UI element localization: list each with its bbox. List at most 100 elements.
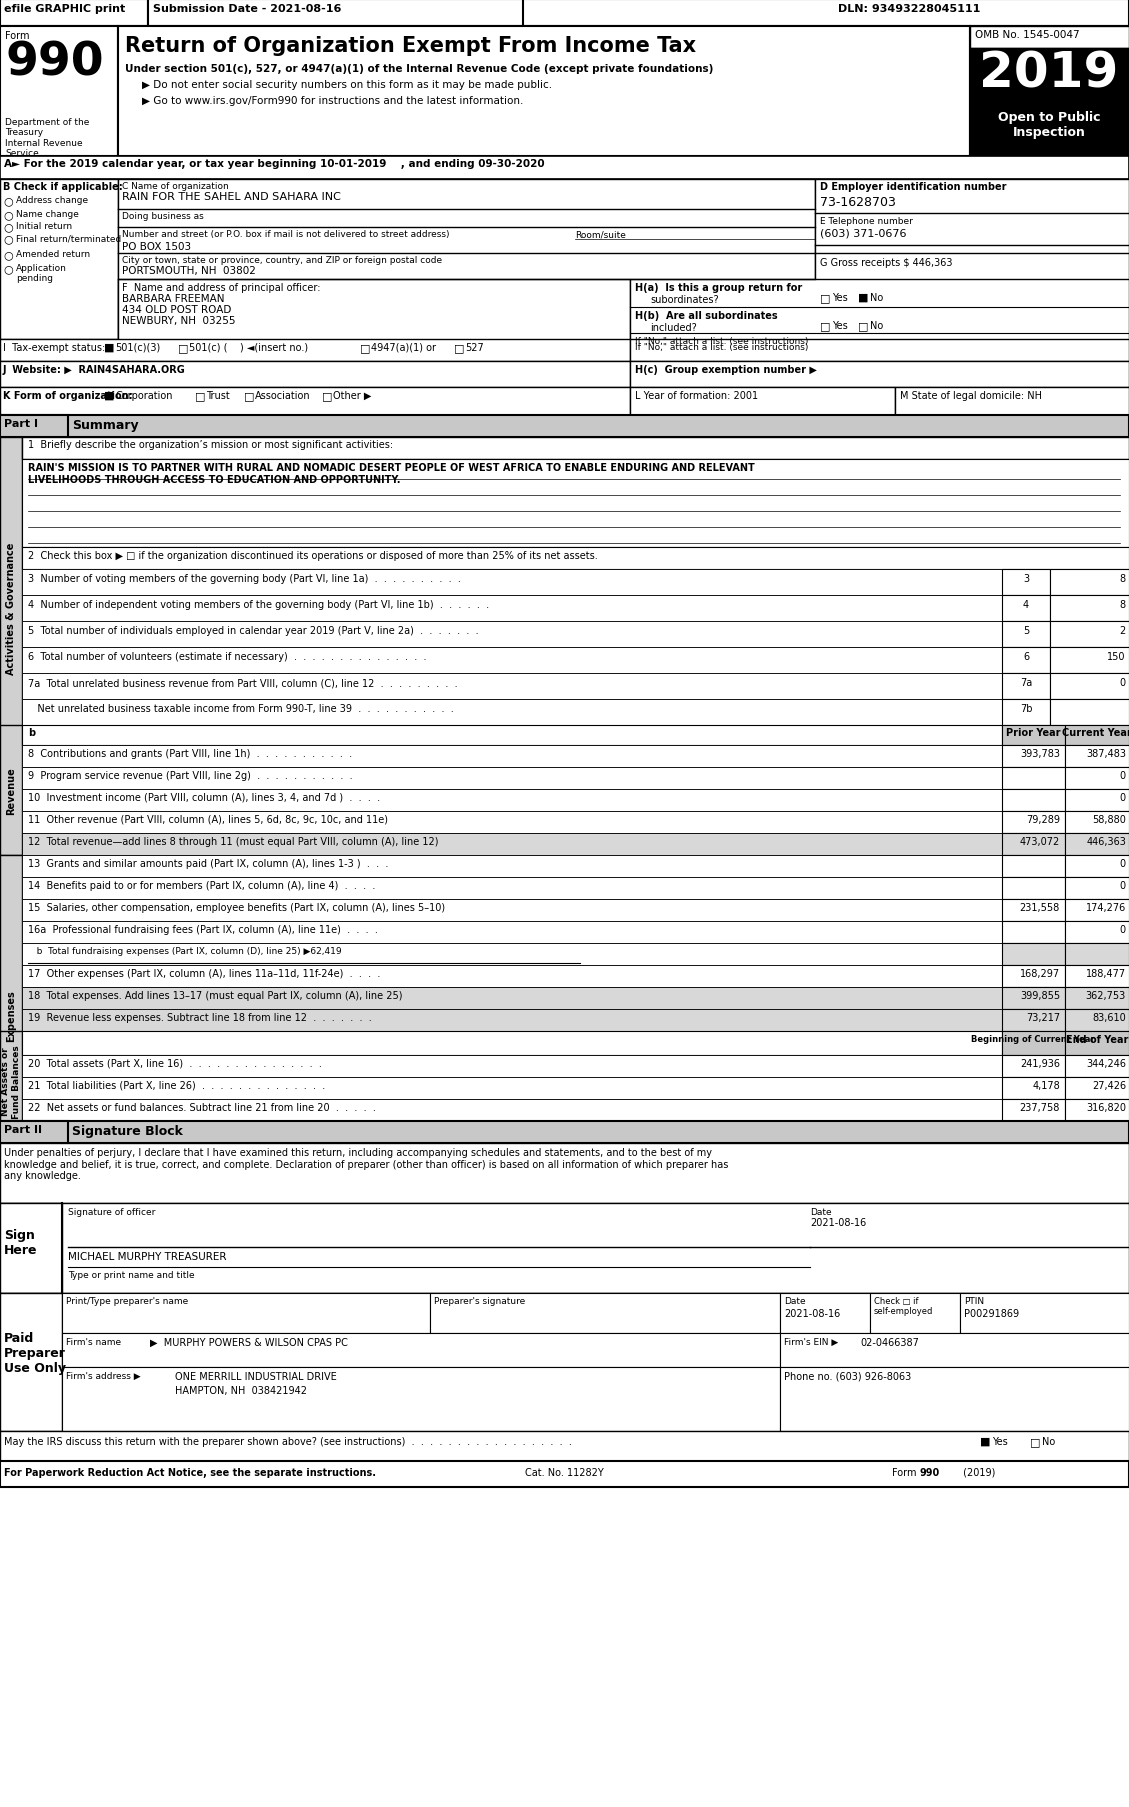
Text: J  Website: ▶  RAIN4SAHARA.ORG: J Website: ▶ RAIN4SAHARA.ORG xyxy=(3,365,186,374)
Text: Name change: Name change xyxy=(16,210,79,219)
Bar xyxy=(1065,1099,1129,1122)
Text: Part I: Part I xyxy=(5,419,38,428)
Text: 21  Total liabilities (Part X, line 26)  .  .  .  .  .  .  .  .  .  .  .  .  .  : 21 Total liabilities (Part X, line 26) .… xyxy=(28,1081,325,1090)
Text: Current Year: Current Year xyxy=(1062,728,1129,737)
Text: 79,289: 79,289 xyxy=(1026,815,1060,824)
Text: (603) 371-0676: (603) 371-0676 xyxy=(820,229,907,239)
Text: ▶ Do not enter social security numbers on this form as it may be made public.: ▶ Do not enter social security numbers o… xyxy=(142,80,552,90)
Bar xyxy=(1065,746,1129,768)
Bar xyxy=(21,569,1003,596)
Text: Print/Type preparer's name: Print/Type preparer's name xyxy=(65,1296,189,1305)
Bar xyxy=(0,27,119,157)
Text: 150: 150 xyxy=(1106,652,1124,661)
Bar xyxy=(21,922,1003,943)
Text: 4,178: 4,178 xyxy=(1032,1081,1060,1090)
Bar xyxy=(21,1099,1003,1122)
Text: Cat. No. 11282Y: Cat. No. 11282Y xyxy=(525,1467,603,1476)
Text: 231,558: 231,558 xyxy=(1019,902,1060,913)
Text: H(b)  Are all subordinates: H(b) Are all subordinates xyxy=(634,311,778,322)
Text: 188,477: 188,477 xyxy=(1086,969,1126,978)
Text: 0: 0 xyxy=(1120,770,1126,781)
Text: If "No," attach a list. (see instructions): If "No," attach a list. (see instruction… xyxy=(634,336,808,345)
Text: Return of Organization Exempt From Income Tax: Return of Organization Exempt From Incom… xyxy=(125,36,697,56)
Text: Firm's address ▶: Firm's address ▶ xyxy=(65,1372,141,1381)
Text: 1  Briefly describe the organization’s mission or most significant activities:: 1 Briefly describe the organization’s mi… xyxy=(28,439,393,450)
Text: Date: Date xyxy=(784,1296,806,1305)
Bar xyxy=(0,1462,1129,1487)
Bar xyxy=(21,811,1003,833)
Text: 316,820: 316,820 xyxy=(1086,1102,1126,1113)
Text: 2021-08-16: 2021-08-16 xyxy=(809,1218,866,1227)
Text: P00291869: P00291869 xyxy=(964,1308,1019,1319)
Bar xyxy=(148,0,523,27)
Bar xyxy=(1003,987,1065,1010)
Bar xyxy=(1003,596,1050,622)
Text: End of Year: End of Year xyxy=(1066,1034,1128,1044)
Bar xyxy=(1065,1055,1129,1077)
Text: 473,072: 473,072 xyxy=(1019,837,1060,846)
Bar xyxy=(1003,922,1065,943)
Text: ▶  MURPHY POWERS & WILSON CPAS PC: ▶ MURPHY POWERS & WILSON CPAS PC xyxy=(150,1337,348,1348)
Text: Signature Block: Signature Block xyxy=(72,1124,183,1137)
Bar xyxy=(1050,596,1129,622)
Text: 8  Contributions and grants (Part VIII, line 1h)  .  .  .  .  .  .  .  .  .  .  : 8 Contributions and grants (Part VIII, l… xyxy=(28,748,352,759)
Bar xyxy=(970,27,1129,157)
Bar xyxy=(1003,965,1065,987)
Bar xyxy=(870,1294,960,1334)
Text: B Check if applicable:: B Check if applicable: xyxy=(3,183,123,192)
Text: ○: ○ xyxy=(3,210,12,220)
Text: 4: 4 xyxy=(1023,600,1029,609)
Bar xyxy=(1065,943,1129,965)
Text: 4  Number of independent voting members of the governing body (Part VI, line 1b): 4 Number of independent voting members o… xyxy=(28,600,489,609)
Bar xyxy=(21,1010,1003,1032)
Bar xyxy=(0,1122,1129,1144)
Text: 15  Salaries, other compensation, employee benefits (Part IX, column (A), lines : 15 Salaries, other compensation, employe… xyxy=(28,902,445,913)
Text: K Form of organization:: K Form of organization: xyxy=(3,390,132,401)
Text: Amended return: Amended return xyxy=(16,249,90,258)
Text: 27,426: 27,426 xyxy=(1092,1081,1126,1090)
Text: ■: ■ xyxy=(858,293,868,304)
Text: 14  Benefits paid to or for members (Part IX, column (A), line 4)  .  .  .  .: 14 Benefits paid to or for members (Part… xyxy=(28,880,375,891)
Text: 20  Total assets (Part X, line 16)  .  .  .  .  .  .  .  .  .  .  .  .  .  .  .: 20 Total assets (Part X, line 16) . . . … xyxy=(28,1059,322,1068)
Text: RAIN'S MISSION IS TO PARTNER WITH RURAL AND NOMADIC DESERT PEOPLE OF WEST AFRICA: RAIN'S MISSION IS TO PARTNER WITH RURAL … xyxy=(28,463,755,484)
Text: Prior Year: Prior Year xyxy=(1006,728,1060,737)
Bar xyxy=(21,943,1003,965)
Text: OMB No. 1545-0047: OMB No. 1545-0047 xyxy=(975,31,1079,40)
Bar xyxy=(21,674,1003,699)
Text: ○: ○ xyxy=(3,195,12,206)
Text: Application
pending: Application pending xyxy=(16,264,67,284)
Text: □: □ xyxy=(322,390,333,401)
Bar xyxy=(1065,811,1129,833)
Bar xyxy=(0,361,630,389)
Bar xyxy=(1065,790,1129,811)
Text: 362,753: 362,753 xyxy=(1086,990,1126,1001)
Bar xyxy=(780,1294,870,1334)
Bar xyxy=(1065,987,1129,1010)
Bar xyxy=(21,1032,1003,1055)
Text: No: No xyxy=(870,293,883,304)
Text: □: □ xyxy=(178,343,189,352)
Bar xyxy=(1050,569,1129,596)
Text: 3  Number of voting members of the governing body (Part VI, line 1a)  .  .  .  .: 3 Number of voting members of the govern… xyxy=(28,573,461,584)
Text: ○: ○ xyxy=(3,233,12,244)
Text: 5  Total number of individuals employed in calendar year 2019 (Part V, line 2a) : 5 Total number of individuals employed i… xyxy=(28,625,479,636)
Bar xyxy=(1003,647,1050,674)
Text: 0: 0 xyxy=(1119,678,1124,688)
Bar xyxy=(0,855,21,1175)
Text: (2019): (2019) xyxy=(960,1467,996,1476)
Text: 0: 0 xyxy=(1120,880,1126,891)
Bar xyxy=(119,181,815,340)
Bar xyxy=(1065,833,1129,855)
Text: BARBARA FREEMAN: BARBARA FREEMAN xyxy=(122,295,225,304)
Bar xyxy=(1003,811,1065,833)
Bar xyxy=(21,878,1003,900)
Bar xyxy=(21,987,1003,1010)
Bar xyxy=(0,1294,1129,1431)
Bar xyxy=(0,181,119,340)
Bar xyxy=(1050,647,1129,674)
Text: Corporation: Corporation xyxy=(115,390,173,401)
Bar xyxy=(21,855,1003,878)
Text: 02-0466387: 02-0466387 xyxy=(860,1337,919,1348)
Text: □: □ xyxy=(454,343,464,352)
Text: ■: ■ xyxy=(104,343,114,352)
